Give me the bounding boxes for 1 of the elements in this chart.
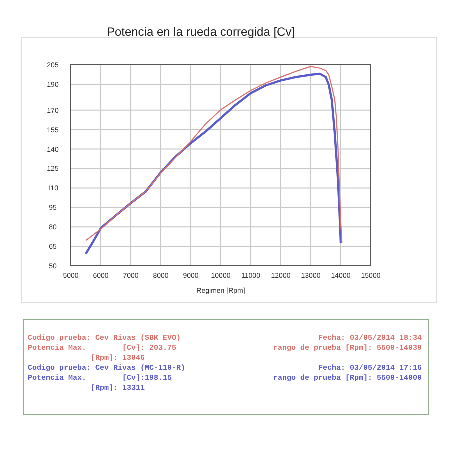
chart-title: Potencia en la rueda corregida [Cv]	[106, 25, 296, 39]
